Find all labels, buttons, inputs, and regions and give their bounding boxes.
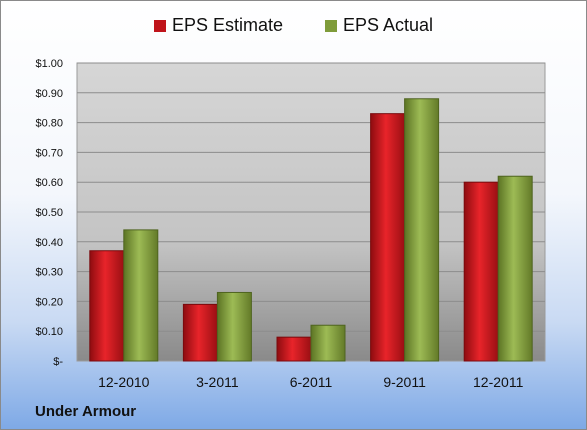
bars bbox=[89, 98, 533, 362]
y-tick-label: $0.10 bbox=[35, 326, 63, 338]
y-tick-label: $0.80 bbox=[35, 118, 63, 130]
bar-eps-actual-12-2011 bbox=[497, 175, 533, 362]
legend-swatch-actual bbox=[324, 19, 337, 32]
bar-eps-actual-12-2010 bbox=[123, 229, 159, 362]
bar-eps-estimate-12-2010 bbox=[89, 250, 125, 362]
bar-eps-estimate-12-2011 bbox=[463, 181, 499, 362]
company-name: Under Armour bbox=[35, 403, 137, 420]
y-tick-label: $0.70 bbox=[35, 147, 63, 159]
y-tick-label: $- bbox=[53, 356, 63, 368]
y-tick-label: $0.40 bbox=[35, 237, 63, 249]
y-tick-label: $0.50 bbox=[35, 207, 63, 219]
bar-eps-estimate-3-2011 bbox=[182, 303, 218, 362]
x-category-label: 9-2011 bbox=[383, 374, 426, 390]
x-category-label: 12-2010 bbox=[98, 374, 150, 390]
y-tick-label: $0.20 bbox=[35, 296, 63, 308]
legend-item-actual: EPS Actual bbox=[324, 15, 434, 36]
legend: EPS Estimate EPS Actual bbox=[1, 15, 586, 36]
bar-eps-actual-9-2011 bbox=[404, 98, 440, 362]
bar-eps-estimate-6-2011 bbox=[276, 336, 312, 362]
legend-label-actual: EPS Actual bbox=[342, 15, 434, 35]
y-tick-label: $0.90 bbox=[35, 88, 63, 100]
bar-eps-actual-6-2011 bbox=[310, 324, 346, 362]
x-axis-labels: 12-2010 3-2011 6-2011 9-2011 12-2011 bbox=[98, 374, 523, 390]
y-tick-label: $0.30 bbox=[35, 267, 63, 279]
x-category-label: 12-2011 bbox=[473, 374, 524, 390]
legend-label-estimate: EPS Estimate bbox=[171, 15, 283, 35]
y-tick-label: $0.60 bbox=[35, 177, 63, 189]
y-tick-label: $1.00 bbox=[35, 58, 63, 70]
bar-eps-estimate-9-2011 bbox=[370, 113, 406, 362]
x-category-label: 3-2011 bbox=[196, 374, 239, 390]
x-category-label: 6-2011 bbox=[290, 374, 333, 390]
bar-eps-actual-3-2011 bbox=[216, 291, 252, 362]
y-axis-ticks: $- $0.10 $0.20 $0.30 $0.40 $0.50 $0.60 $0.70 $0.… bbox=[35, 58, 63, 368]
legend-item-estimate: EPS Estimate bbox=[153, 15, 283, 36]
legend-swatch-estimate bbox=[153, 19, 166, 32]
